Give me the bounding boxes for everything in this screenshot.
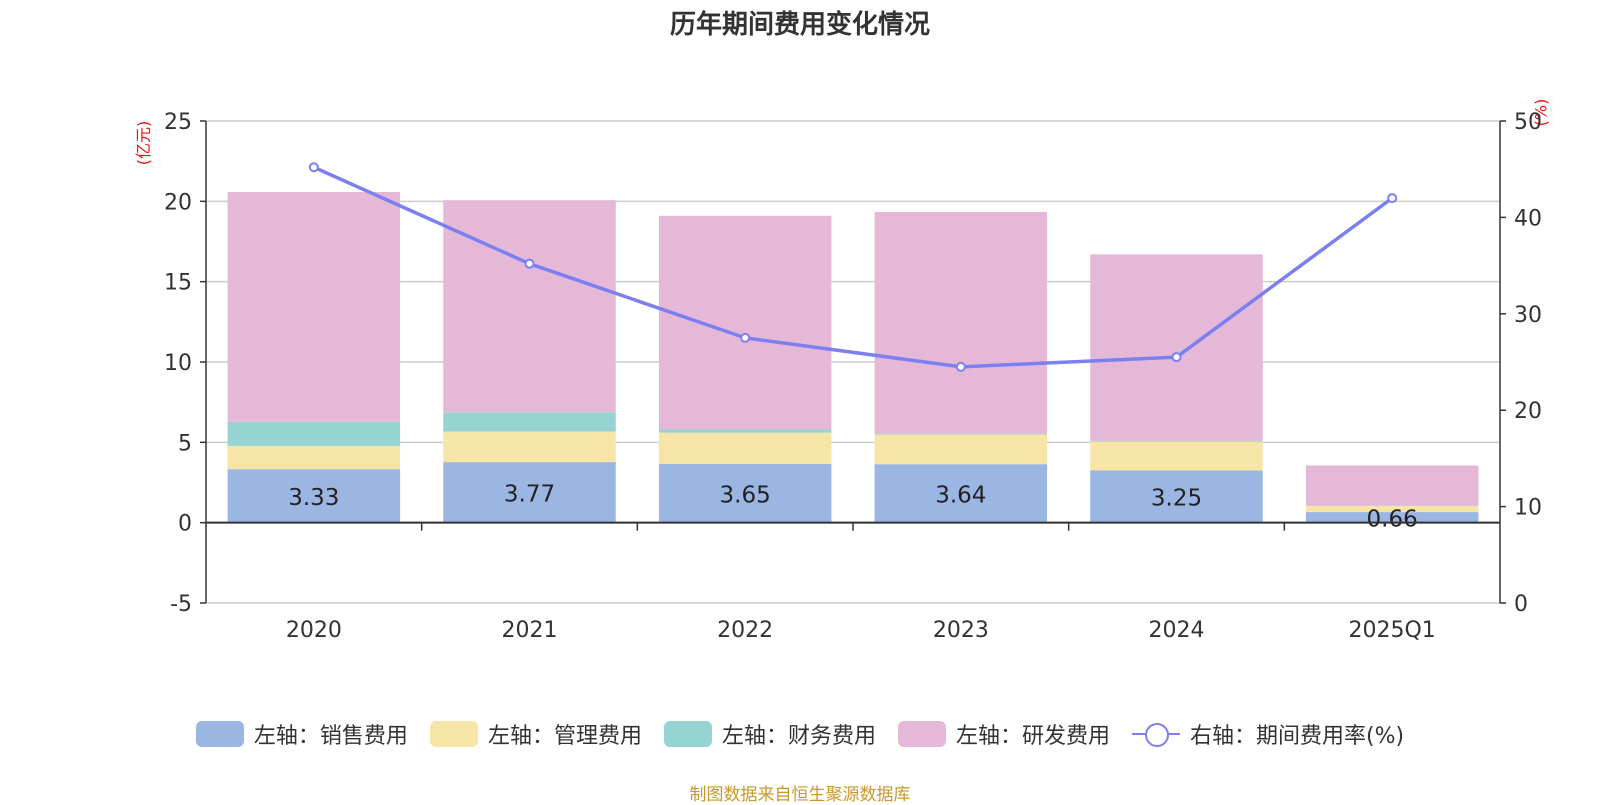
bar-segment [443, 432, 616, 463]
legend-color-swatch [898, 721, 946, 747]
legend-label: 右轴：期间费用率(%) [1190, 718, 1404, 750]
legend-label: 左轴：销售费用 [254, 718, 408, 750]
category-label: 2022 [717, 618, 773, 643]
bar-segment [228, 192, 401, 422]
chart-legend: 左轴：销售费用 左轴：管理费用 左轴：财务费用 左轴：研发费用 右轴：期间费用率(%) [0, 718, 1600, 750]
bar-segment [443, 412, 616, 431]
bar-segment [875, 434, 1048, 435]
bar-segment [659, 216, 832, 430]
expense-ratio-point [310, 163, 318, 171]
legend-label: 左轴：管理费用 [488, 718, 642, 750]
bar-data-label: 3.65 [720, 482, 771, 508]
expense-ratio-point [957, 363, 965, 371]
legend-item[interactable]: 右轴：期间费用率(%) [1132, 718, 1404, 750]
legend-line-marker-icon [1132, 721, 1180, 747]
bar-segment [659, 433, 832, 464]
left-tick-label: 15 [164, 271, 192, 296]
right-tick-label: 30 [1514, 303, 1542, 328]
right-tick-label: 40 [1514, 206, 1542, 231]
bar-segment [875, 434, 1048, 464]
left-tick-label: 10 [164, 351, 192, 376]
legend-item[interactable]: 左轴：管理费用 [430, 718, 642, 750]
legend-label: 左轴：财务费用 [722, 718, 876, 750]
left-tick-label: -5 [170, 592, 192, 617]
bar-segment [1306, 465, 1479, 505]
right-tick-label: 10 [1514, 496, 1542, 521]
category-label: 2025Q1 [1349, 618, 1436, 643]
right-tick-label: 50 [1514, 110, 1542, 135]
legend-item[interactable]: 左轴：销售费用 [196, 718, 408, 750]
bar-data-label: 0.66 [1367, 506, 1418, 532]
legend-color-swatch [196, 721, 244, 747]
category-label: 2023 [933, 618, 989, 643]
legend-item[interactable]: 左轴：研发费用 [898, 718, 1110, 750]
left-tick-label: 25 [164, 110, 192, 135]
expense-ratio-point [526, 260, 534, 268]
legend-label: 左轴：研发费用 [956, 718, 1110, 750]
expense-ratio-point [741, 334, 749, 342]
legend-item[interactable]: 左轴：财务费用 [664, 718, 876, 750]
category-label: 2020 [286, 618, 342, 643]
bar-segment [228, 446, 401, 469]
legend-color-swatch [664, 721, 712, 747]
bar-segment [1090, 442, 1263, 471]
bar-data-label: 3.77 [504, 481, 555, 507]
bar-segment [1090, 441, 1263, 442]
left-tick-label: 5 [178, 431, 192, 456]
expense-ratio-point [1388, 194, 1396, 202]
bar-data-label: 3.64 [935, 482, 986, 508]
bar-segment [443, 200, 616, 412]
right-tick-label: 20 [1514, 399, 1542, 424]
bar-segment [228, 422, 401, 446]
left-tick-label: 0 [178, 512, 192, 537]
bar-segment [659, 429, 832, 432]
left-tick-label: 20 [164, 190, 192, 215]
bar-data-label: 3.25 [1151, 486, 1202, 512]
bar-segment [875, 212, 1048, 434]
right-tick-label: 0 [1514, 592, 1528, 617]
category-label: 2021 [502, 618, 558, 643]
expense-ratio-point [1173, 353, 1181, 361]
bar-data-label: 3.33 [288, 485, 339, 511]
data-source-note: 制图数据来自恒生聚源数据库 [0, 780, 1600, 805]
legend-color-swatch [430, 721, 478, 747]
bar-segment [1090, 254, 1263, 440]
category-label: 2024 [1149, 618, 1205, 643]
